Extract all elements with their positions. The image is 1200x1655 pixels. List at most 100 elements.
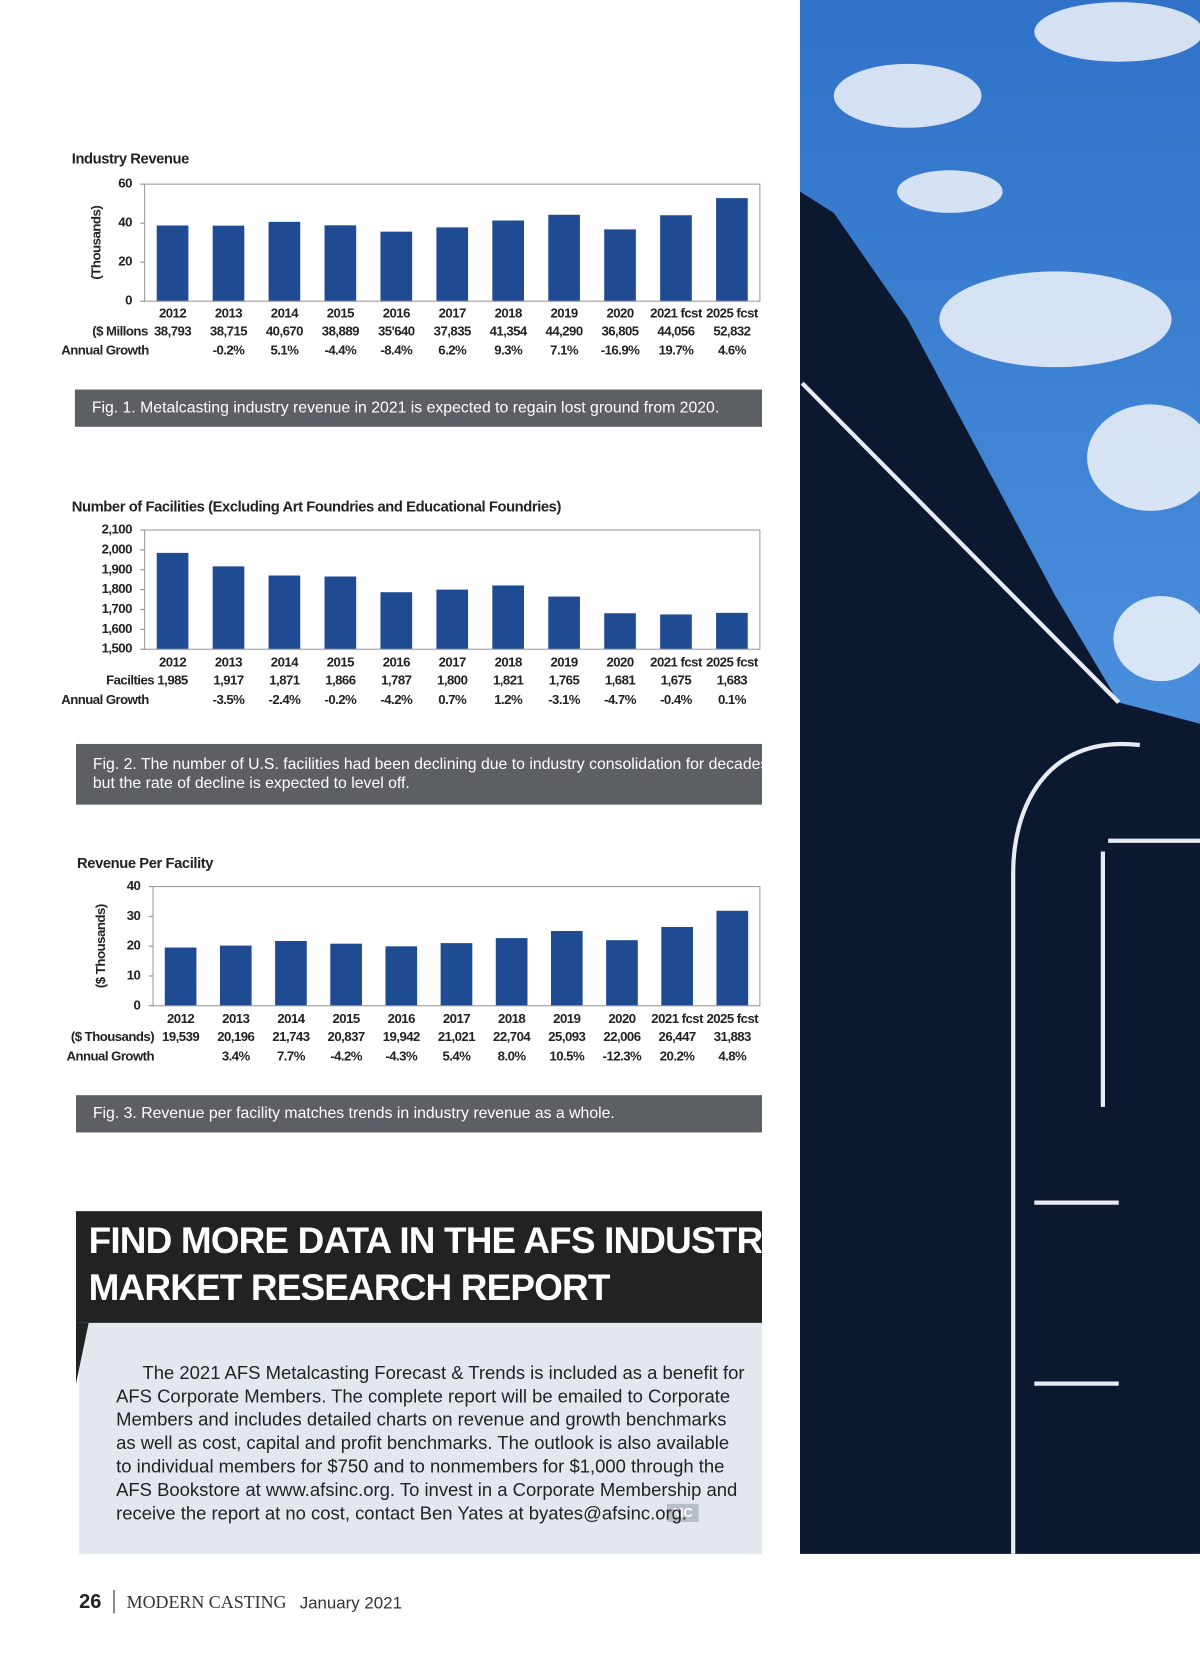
- value-label: 26,447: [659, 1029, 696, 1044]
- x-tick-label: 2016: [388, 1011, 415, 1026]
- x-tick-label: 2018: [495, 305, 522, 320]
- x-tick-label: 2020: [608, 1011, 635, 1026]
- y-tick-label: 20: [127, 938, 141, 953]
- value-label: 1,917: [213, 673, 244, 688]
- growth-label: 7.7%: [277, 1048, 306, 1063]
- y-tick-label: 1,700: [102, 601, 133, 616]
- x-tick-label: 2021 fcst: [651, 1011, 704, 1026]
- caption-box: [75, 1095, 762, 1133]
- x-tick-label: 2018: [495, 655, 522, 670]
- y-tick-label: 10: [127, 967, 141, 982]
- x-tick-label: 2012: [159, 655, 186, 670]
- caption-box: [75, 743, 762, 805]
- growth-label: -0.2%: [324, 692, 357, 707]
- bar: [164, 947, 197, 1006]
- growth-label: 7.1%: [550, 343, 579, 358]
- y-tick-label: 1,800: [102, 581, 133, 596]
- bar: [440, 943, 473, 1006]
- bar: [550, 930, 583, 1006]
- growth-label: -4.2%: [380, 692, 413, 707]
- value-label: 1,871: [269, 673, 300, 688]
- value-label: 22,704: [493, 1029, 531, 1044]
- x-tick-label: 2019: [551, 655, 578, 670]
- row-label: Annual Growth: [66, 1048, 154, 1063]
- value-label: 44,290: [546, 324, 583, 339]
- issue-date: January 2021: [300, 1593, 402, 1612]
- badge-text: MC: [673, 1505, 693, 1520]
- y-tick-label: 1,500: [102, 641, 133, 656]
- x-tick-label: 2012: [159, 305, 186, 320]
- growth-label: 0.7%: [438, 692, 467, 707]
- growth-label: 10.5%: [549, 1048, 584, 1063]
- value-label: 1,787: [381, 673, 412, 688]
- x-tick-label: 2018: [498, 1011, 525, 1026]
- box-text: AFS Bookstore at www.afsinc.org. To inve…: [116, 1479, 737, 1500]
- bar: [385, 946, 418, 1006]
- x-tick-label: 2014: [277, 1011, 305, 1026]
- box-title: FIND MORE DATA IN THE AFS INDUSTRY: [89, 1219, 786, 1261]
- growth-label: 19.7%: [659, 343, 694, 358]
- growth-label: -0.4%: [660, 692, 693, 707]
- value-label: 1,866: [325, 673, 356, 688]
- y-tick-label: 1,600: [102, 621, 133, 636]
- value-label: 19,942: [383, 1029, 420, 1044]
- plot-frame: [144, 183, 761, 302]
- bar: [492, 585, 525, 650]
- value-label: 1,683: [717, 673, 748, 688]
- x-tick-label: 2025 fcst: [706, 655, 759, 670]
- growth-label: 4.8%: [718, 1048, 747, 1063]
- x-tick-label: 2016: [383, 655, 410, 670]
- box-text: as well as cost, capital and profit benc…: [116, 1432, 729, 1453]
- y-tick-label: 2,000: [102, 541, 133, 556]
- x-tick-label: 2014: [271, 655, 299, 670]
- y-tick-label: 20: [118, 254, 132, 269]
- bar: [380, 592, 413, 650]
- bar: [324, 225, 357, 302]
- caption-box: [74, 389, 762, 427]
- growth-label: -4.3%: [385, 1048, 418, 1063]
- x-tick-label: 2019: [551, 305, 578, 320]
- bar: [716, 910, 749, 1006]
- growth-label: -0.2%: [213, 343, 246, 358]
- publication: MODERN CASTING: [127, 1592, 287, 1612]
- bar: [380, 231, 413, 302]
- row-label: Facilties: [106, 673, 154, 688]
- growth-label: 5.4%: [442, 1048, 471, 1063]
- bar: [275, 940, 307, 1006]
- value-label: 36,805: [601, 324, 638, 339]
- bar: [212, 566, 245, 650]
- value-label: 35'640: [378, 324, 415, 339]
- value-label: 37,835: [434, 324, 471, 339]
- growth-label: 4.6%: [718, 343, 747, 358]
- x-tick-label: 2012: [167, 1011, 194, 1026]
- x-tick-label: 2013: [215, 305, 242, 320]
- growth-label: -4.7%: [604, 692, 637, 707]
- bar: [324, 576, 357, 650]
- growth-label: -4.4%: [324, 343, 357, 358]
- x-tick-label: 2017: [439, 655, 466, 670]
- box-body: [79, 1322, 762, 1554]
- row-label: Annual Growth: [61, 343, 149, 358]
- growth-label: -4.2%: [330, 1048, 363, 1063]
- value-label: 1,800: [437, 673, 468, 688]
- bar: [548, 596, 580, 650]
- chart-title: Number of Facilities (Excluding Art Foun…: [72, 500, 562, 516]
- bar: [716, 198, 748, 302]
- caption: Fig. 3. Revenue per facility matches tre…: [93, 1105, 615, 1122]
- value-label: 41,354: [490, 324, 528, 339]
- row-label: Annual Growth: [61, 692, 149, 707]
- box-notch: [75, 1322, 89, 1384]
- box-text: Members and includes detailed charts on …: [116, 1409, 726, 1430]
- value-label: 20,837: [328, 1029, 365, 1044]
- value-label: 44,056: [657, 324, 694, 339]
- value-label: 20,196: [217, 1029, 254, 1044]
- x-tick-label: 2013: [215, 655, 242, 670]
- bar: [436, 589, 469, 650]
- bar: [604, 229, 636, 302]
- bar: [604, 613, 636, 650]
- growth-label: 5.1%: [270, 343, 299, 358]
- x-tick-label: 2021 fcst: [650, 305, 703, 320]
- y-tick-label: 0: [134, 997, 141, 1012]
- x-tick-label: 2020: [606, 305, 633, 320]
